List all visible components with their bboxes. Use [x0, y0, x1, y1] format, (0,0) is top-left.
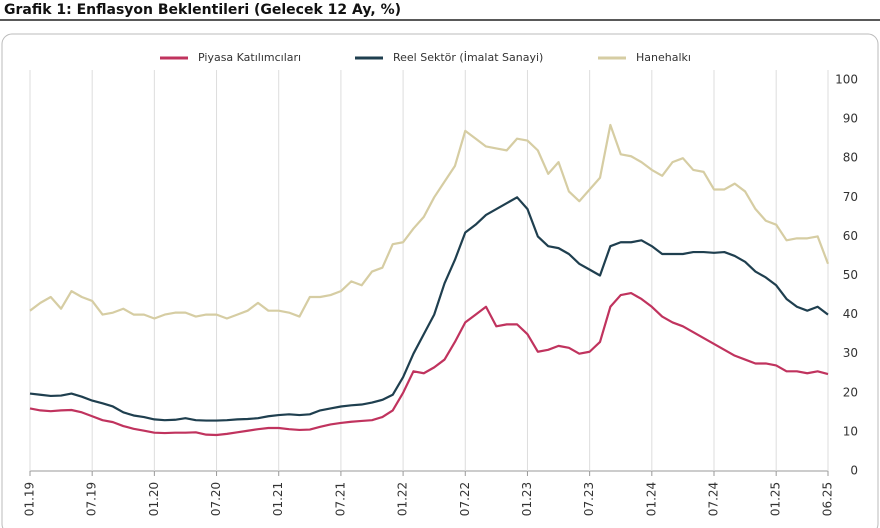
x-tick-label: 01.24: [644, 482, 658, 516]
x-tick-label: 07.19: [85, 482, 99, 516]
x-tick-label: 01.23: [520, 482, 534, 516]
x-tick-label: 07.23: [582, 482, 596, 516]
frame: [1, 33, 879, 528]
chart-title: Grafik 1: Enflasyon Beklentileri (Gelece…: [4, 2, 401, 18]
y-tick-label: 30: [843, 346, 858, 360]
y-tick-label: 100: [835, 73, 858, 87]
y-tick-label: 20: [843, 385, 858, 399]
legend-label: Piyasa Katılımcıları: [198, 51, 301, 64]
y-tick-label: 50: [843, 268, 858, 282]
x-tick-label: 01.25: [769, 482, 783, 516]
x-tick-label: 07.24: [707, 482, 721, 516]
y-tick-label: 0: [850, 464, 858, 478]
x-tick-label: 01.22: [396, 482, 410, 516]
legend-label: Reel Sektör (İmalat Sanayi): [393, 51, 543, 64]
series-line: [29, 123, 830, 320]
x-tick-label: 01.21: [271, 482, 285, 516]
x-tick-label: 01.20: [147, 482, 161, 516]
series-line: [29, 291, 829, 437]
series-line: [29, 196, 829, 422]
y-tick-label: 10: [843, 424, 858, 438]
y-tick-label: 40: [843, 307, 858, 321]
x-tick-label: 06.25: [821, 482, 835, 516]
y-tick-label: 70: [843, 190, 858, 204]
x-tick-label: 01.19: [23, 482, 37, 516]
y-tick-label: 60: [843, 229, 858, 243]
y-tick-label: 80: [843, 151, 858, 165]
x-tick-label: 07.21: [333, 482, 347, 516]
x-tick-label: 07.22: [458, 482, 472, 516]
x-tick-label: 07.20: [209, 482, 223, 516]
y-tick-label: 90: [843, 112, 858, 126]
legend-label: Hanehalkı: [636, 51, 691, 64]
